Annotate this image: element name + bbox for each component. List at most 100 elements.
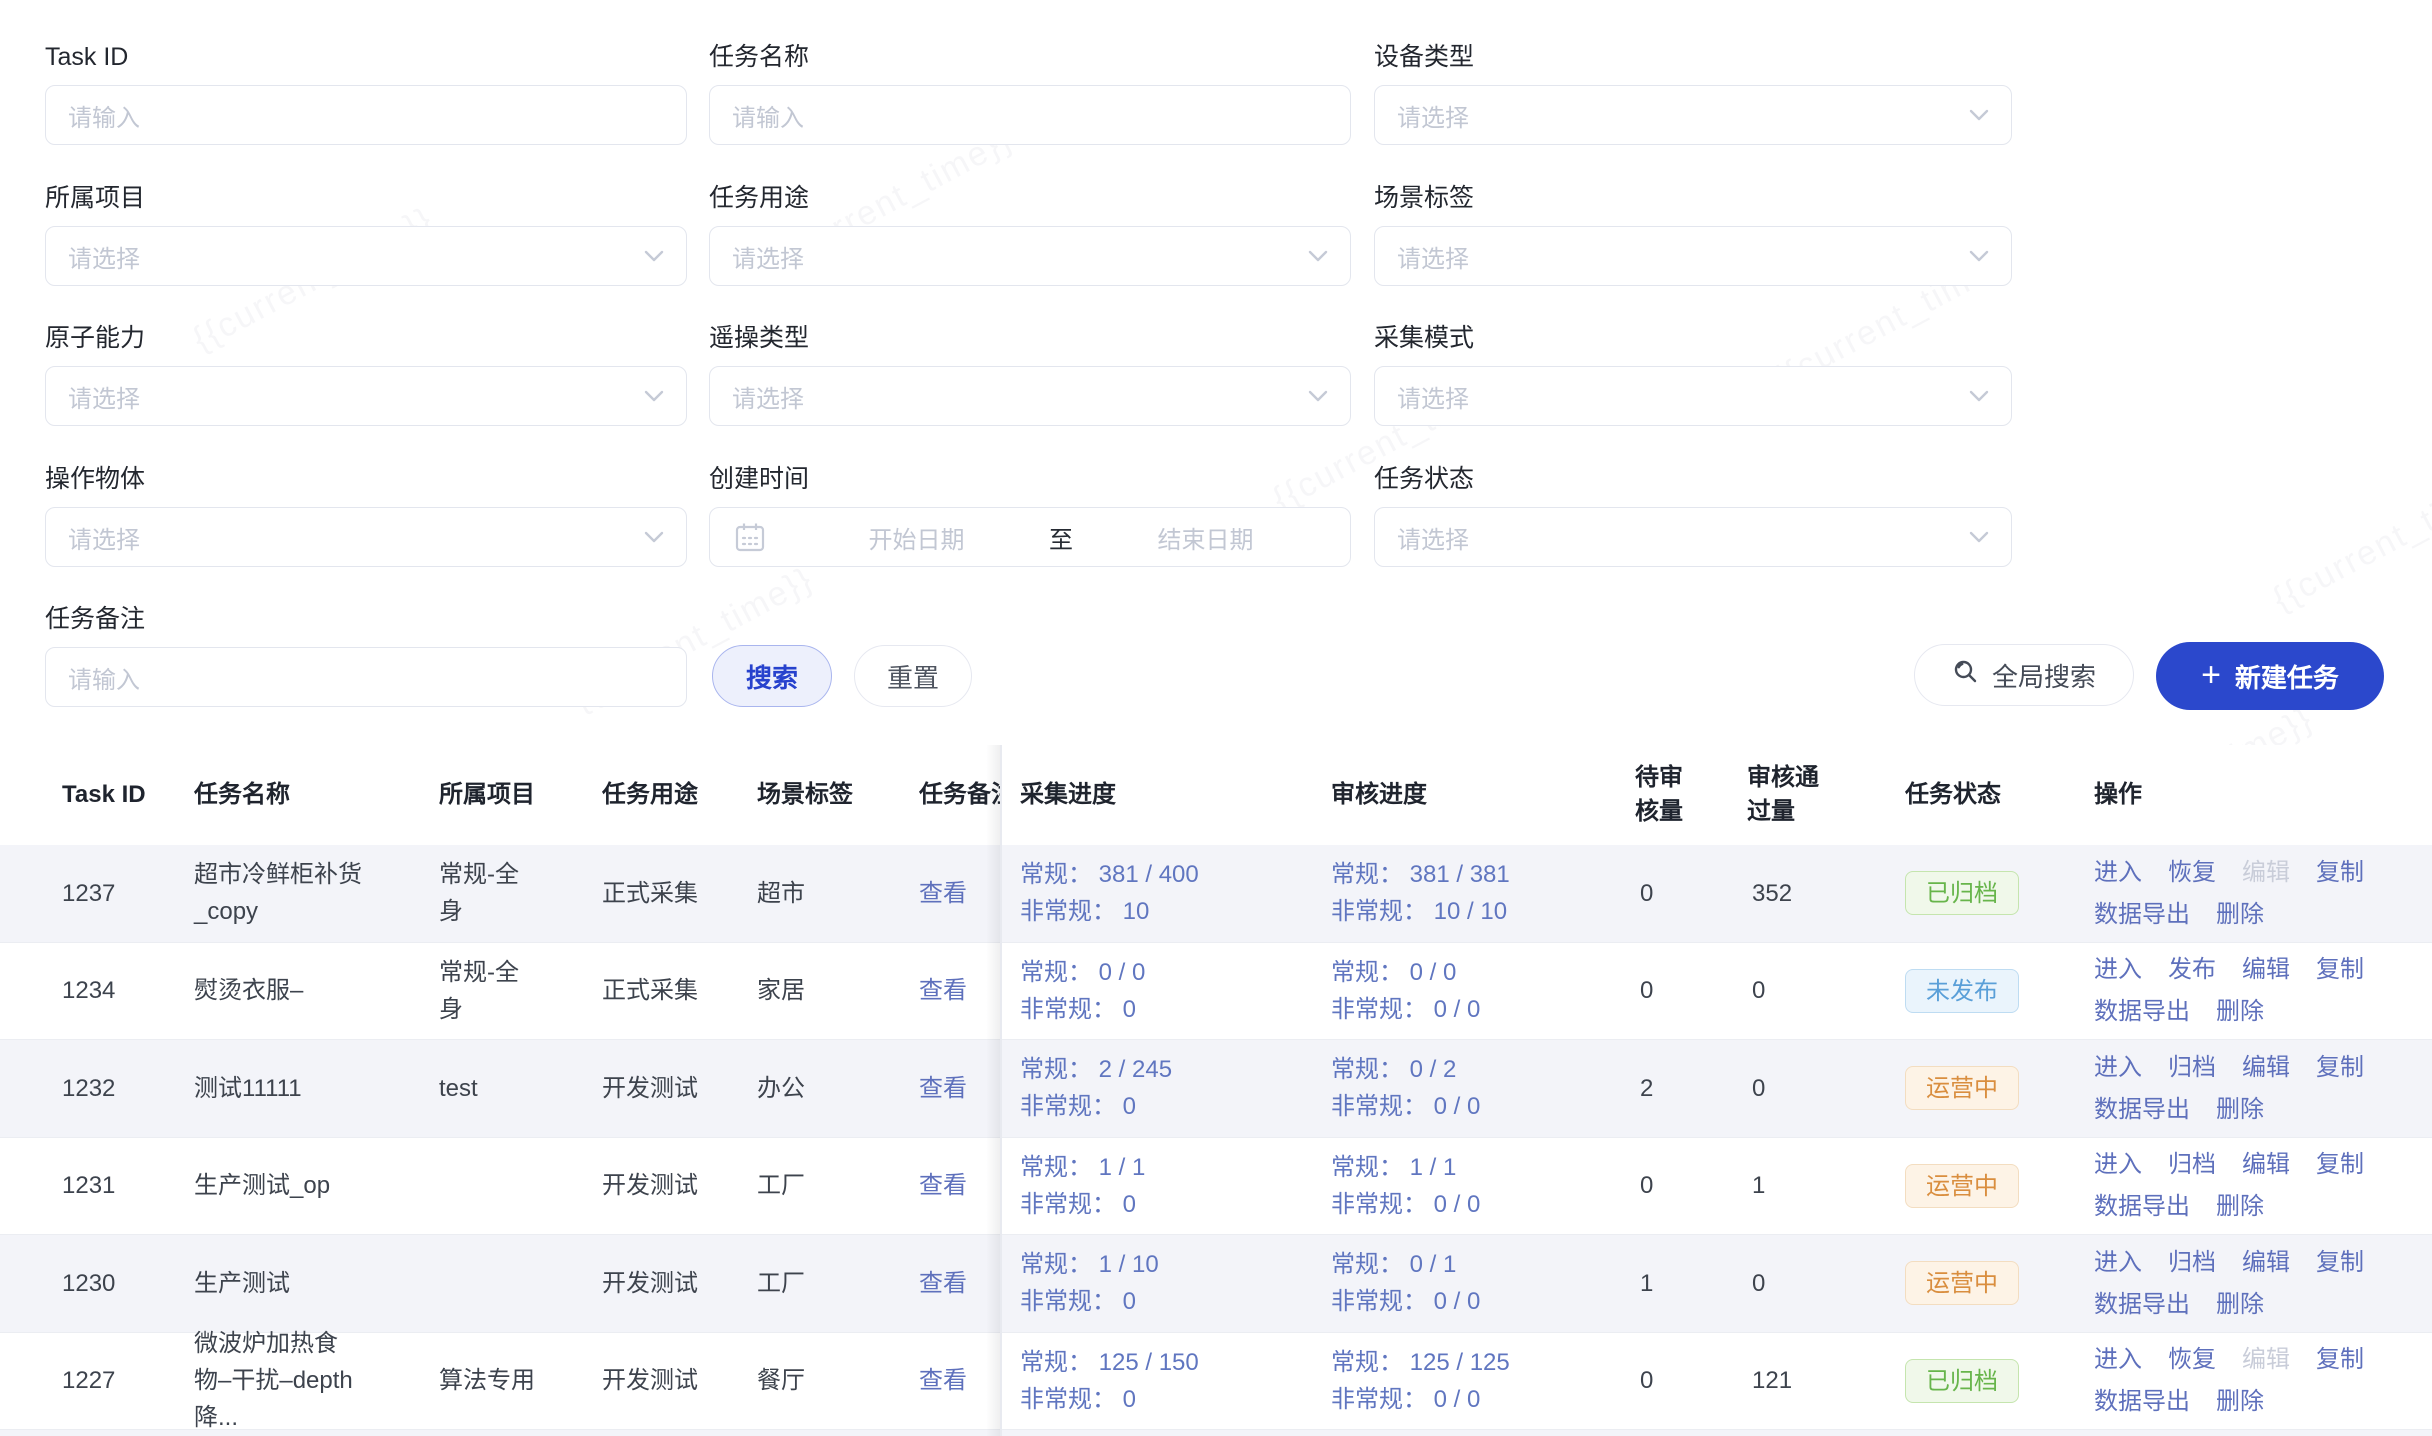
reset-button[interactable]: 重置 (854, 645, 972, 707)
plus-icon: + (2201, 655, 2221, 694)
view-remark-link[interactable]: 查看 (919, 1269, 967, 1297)
cell-actions: 进入 发布 编辑 复制数据导出 删除 (2094, 943, 2394, 1040)
date-end-placeholder[interactable]: 结束日期 (1157, 526, 1254, 554)
placeholder-task-status: 请选择 (1397, 526, 1469, 554)
action-link[interactable]: 删除 (2216, 1388, 2264, 1416)
cell-actions: 进入 归档 编辑 复制数据导出 删除 (2094, 1138, 2394, 1235)
action-link[interactable]: 编辑 (2242, 956, 2290, 984)
action-link[interactable]: 发布 (2168, 956, 2216, 984)
cell-collect-progress: 常规： 381 / 400 非常规： 10 (1020, 861, 1199, 926)
cell-task-status: 已归档 (1905, 845, 2075, 942)
select-collect-mode[interactable]: 请选择 (1374, 366, 2012, 426)
column-header-approved: 审核通过量 (1747, 764, 1819, 825)
action-link[interactable]: 归档 (2168, 1053, 2216, 1081)
select-task-status[interactable]: 请选择 (1374, 507, 2012, 567)
input-task-remark[interactable]: 请输入 (45, 647, 687, 707)
view-remark-link[interactable]: 查看 (919, 1367, 967, 1395)
cell-usage: 开发测试 (602, 1074, 698, 1102)
cell-task-status: 运营中 (1905, 1040, 2075, 1137)
action-link[interactable]: 删除 (2216, 1193, 2264, 1221)
cell-review-progress: 常规： 125 / 125 非常规： 0 / 0 (1331, 1348, 1510, 1413)
action-link[interactable]: 进入 (2094, 1053, 2142, 1081)
cell-collect-progress: 常规： 1 / 10 非常规： 0 (1020, 1251, 1159, 1316)
action-link[interactable]: 数据导出 (2094, 1193, 2190, 1221)
cell-actions: 进入 恢复 编辑 复制 数据导出 删除 (2094, 1333, 2394, 1430)
select-project[interactable]: 请选择 (45, 226, 687, 286)
action-link[interactable]: 数据导出 (2094, 998, 2190, 1026)
action-link[interactable]: 编辑 (2242, 1151, 2290, 1179)
date-range-create-time[interactable]: 开始日期 至 结束日期 (709, 507, 1351, 567)
cell-task-id: 1231 (62, 1172, 116, 1200)
action-link[interactable]: 进入 (2094, 1248, 2142, 1276)
action-link[interactable]: 删除 (2216, 1290, 2264, 1318)
placeholder-teleop-type: 请选择 (732, 385, 804, 413)
action-link[interactable]: 复制 (2316, 1346, 2364, 1374)
placeholder-project: 请选择 (68, 245, 140, 273)
table-row: 1230 生产测试 开发测试 工厂 查看 常规： 1 / 10 非常规： 0 常规： 0 / … (0, 1235, 2432, 1333)
action-link[interactable]: 复制 (2316, 956, 2364, 984)
calendar-icon (732, 519, 768, 555)
column-header-project: 所属项目 (439, 781, 535, 808)
global-search-label: 全局搜索 (1991, 661, 2096, 692)
action-link[interactable]: 数据导出 (2094, 900, 2190, 928)
action-link[interactable]: 编辑 (2242, 1053, 2290, 1081)
action-link[interactable]: 编辑 (2242, 1248, 2290, 1276)
action-link[interactable]: 归档 (2168, 1248, 2216, 1276)
column-header-review: 审核进度 (1331, 781, 1427, 808)
cell-usage: 开发测试 (602, 1367, 698, 1395)
cell-approved-count: 121 (1752, 1367, 1793, 1395)
action-link[interactable]: 删除 (2216, 900, 2264, 928)
column-header-pending: 待审核量 (1635, 764, 1683, 825)
table-row: 1227 微波炉加热食物–干扰–depth降... 算法专用 开发测试 餐厅 查看 常规： … (0, 1330, 2432, 1431)
view-remark-link[interactable]: 查看 (919, 977, 967, 1005)
cell-collect-progress: 常规： 0 / 0 非常规： 0 (1020, 958, 1146, 1023)
chevron-down-icon (1969, 531, 1989, 543)
cell-task-name: 熨烫衣服– (194, 977, 304, 1005)
action-link[interactable]: 复制 (2316, 858, 2364, 886)
action-link[interactable]: 进入 (2094, 1346, 2142, 1374)
action-link[interactable]: 复制 (2316, 1053, 2364, 1081)
select-scene-tag[interactable]: 请选择 (1374, 226, 2012, 286)
action-link[interactable]: 数据导出 (2094, 1095, 2190, 1123)
cell-usage: 开发测试 (602, 1269, 698, 1297)
new-task-button[interactable]: + 新建任务 (2156, 642, 2384, 710)
filter-label-task-usage: 任务用途 (709, 184, 810, 212)
cell-scene: 超市 (757, 879, 805, 907)
cell-collect-progress: 常规： 125 / 150 非常规： 0 (1020, 1348, 1199, 1413)
chevron-down-icon (644, 390, 664, 402)
next-row-sliver (0, 1430, 2432, 1436)
input-task-name[interactable]: 请输入 (709, 85, 1351, 145)
action-link[interactable]: 数据导出 (2094, 1290, 2190, 1318)
select-operate-object[interactable]: 请选择 (45, 507, 687, 567)
action-link[interactable]: 进入 (2094, 1151, 2142, 1179)
select-teleop-type[interactable]: 请选择 (709, 366, 1351, 426)
select-task-usage[interactable]: 请选择 (709, 226, 1351, 286)
action-link[interactable]: 复制 (2316, 1151, 2364, 1179)
action-link[interactable]: 恢复 (2168, 858, 2216, 886)
global-search-button[interactable]: 全局搜索 (1914, 644, 2134, 706)
select-atomic-ability[interactable]: 请选择 (45, 366, 687, 426)
action-link[interactable]: 进入 (2094, 858, 2142, 886)
action-link[interactable]: 删除 (2216, 998, 2264, 1026)
filter-label-atomic-ability: 原子能力 (45, 324, 146, 352)
cell-project: 常规-全身 (439, 861, 519, 926)
placeholder-task-id: 请输入 (68, 104, 140, 132)
cell-task-name: 生产测试 (194, 1269, 290, 1297)
cell-actions: 进入 归档 编辑 复制数据导出 删除 (2094, 1040, 2394, 1137)
search-button[interactable]: 搜索 (712, 645, 832, 707)
view-remark-link[interactable]: 查看 (919, 879, 967, 907)
view-remark-link[interactable]: 查看 (919, 1074, 967, 1102)
view-remark-link[interactable]: 查看 (919, 1172, 967, 1200)
action-link[interactable]: 恢复 (2168, 1346, 2216, 1374)
search-icon (1952, 658, 1979, 692)
action-link[interactable]: 复制 (2316, 1248, 2364, 1276)
select-device-type[interactable]: 请选择 (1374, 85, 2012, 145)
date-start-placeholder[interactable]: 开始日期 (868, 526, 965, 554)
column-header-name: 任务名称 (194, 781, 290, 808)
action-link[interactable]: 数据导出 (2094, 1388, 2190, 1416)
cell-task-id: 1230 (62, 1269, 116, 1297)
input-task-id[interactable]: 请输入 (45, 85, 687, 145)
action-link[interactable]: 归档 (2168, 1151, 2216, 1179)
action-link[interactable]: 删除 (2216, 1095, 2264, 1123)
action-link[interactable]: 进入 (2094, 956, 2142, 984)
